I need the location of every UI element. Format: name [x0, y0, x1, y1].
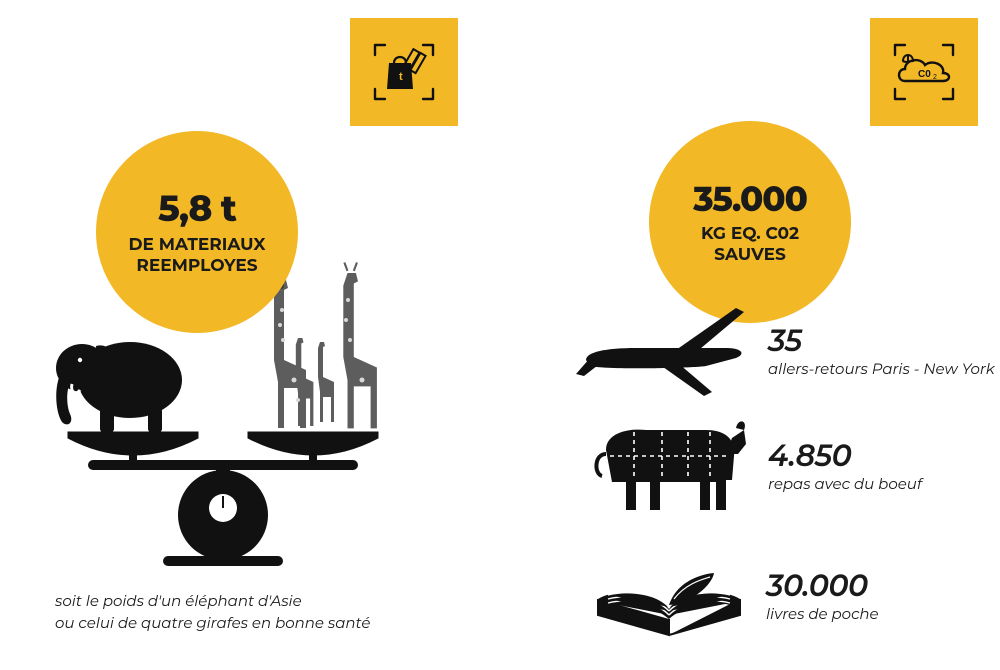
stat-sublabel-co2-1: KG EQ. C02: [701, 224, 799, 245]
caption-line-1: soit le poids d'un éléphant d'Asie: [55, 590, 370, 612]
svg-text:t: t: [399, 71, 403, 83]
stat-value-co2: 35.000: [693, 178, 807, 220]
comparison-label-books: livres de poche: [766, 604, 879, 623]
comparison-label-beef: repas avec du boeuf: [768, 474, 922, 493]
stat-sublabel-co2-2: SAUVES: [714, 245, 786, 266]
comparison-row-beef: 4.850 repas avec du boeuf: [576, 410, 922, 520]
stat-value-materials: 5,8 t: [158, 187, 236, 231]
caption-materials: soit le poids d'un éléphant d'Asie ou ce…: [55, 590, 370, 634]
icon-tile-materials: t: [350, 18, 458, 126]
comparison-value-beef: 4.850: [768, 437, 922, 474]
svg-text:2: 2: [933, 74, 937, 81]
stat-circle-materials: 5,8 t DE MATERIAUX REEMPLOYES: [96, 131, 298, 333]
stat-circle-co2: 35.000 KG EQ. C02 SAUVES: [649, 121, 851, 323]
caption-line-2: ou celui de quatre girafes en bonne sant…: [55, 612, 370, 634]
stat-sublabel-materials-2: REEMPLOYES: [136, 256, 257, 277]
svg-text:C0: C0: [918, 69, 931, 80]
comparison-label-flights: allers-retours Paris - New York: [768, 359, 995, 378]
comparison-row-books: 30.000 livres de poche: [594, 545, 879, 645]
shopping-bag-icon: t: [363, 31, 445, 113]
comparison-value-books: 30.000: [766, 567, 879, 604]
co2-cloud-icon: C0 2: [883, 31, 965, 113]
cow-icon: [576, 410, 746, 520]
stat-sublabel-materials-1: DE MATERIAUX: [128, 235, 265, 256]
comparison-row-flights: 35 allers-retours Paris - New York: [576, 300, 995, 400]
airplane-icon: [576, 300, 746, 400]
comparison-value-flights: 35: [768, 322, 995, 359]
icon-tile-co2: C0 2: [870, 18, 978, 126]
book-icon: [594, 545, 744, 645]
